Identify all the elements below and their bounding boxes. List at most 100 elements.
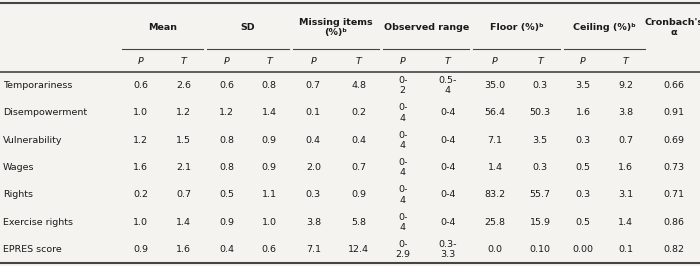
Text: P: P <box>138 57 144 66</box>
Text: 0-
2: 0- 2 <box>398 76 407 95</box>
Text: 0.3: 0.3 <box>575 136 591 145</box>
Text: EPRES score: EPRES score <box>3 245 62 254</box>
Text: 1.4: 1.4 <box>618 218 634 227</box>
Text: 0-
4: 0- 4 <box>398 185 407 205</box>
Text: 0.1: 0.1 <box>618 245 634 254</box>
Text: 2.6: 2.6 <box>176 81 191 90</box>
Text: 0.3: 0.3 <box>533 81 548 90</box>
Text: Missing items
(%)ᵇ: Missing items (%)ᵇ <box>299 18 373 37</box>
Text: 1.6: 1.6 <box>618 163 634 172</box>
Text: 0-
4: 0- 4 <box>398 103 407 123</box>
Text: 0.82: 0.82 <box>663 245 684 254</box>
Text: P: P <box>492 57 498 66</box>
Text: 3.5: 3.5 <box>575 81 591 90</box>
Text: 1.4: 1.4 <box>262 108 276 117</box>
Text: 0-
4: 0- 4 <box>398 131 407 150</box>
Text: 0.2: 0.2 <box>351 108 366 117</box>
Text: 56.4: 56.4 <box>484 108 505 117</box>
Text: 0.4: 0.4 <box>306 136 321 145</box>
Text: 0.5: 0.5 <box>575 218 591 227</box>
Text: 0.7: 0.7 <box>351 163 366 172</box>
Text: 0.9: 0.9 <box>262 136 276 145</box>
Text: 0-4: 0-4 <box>440 218 455 227</box>
Text: 55.7: 55.7 <box>530 190 551 200</box>
Text: 3.1: 3.1 <box>618 190 634 200</box>
Text: Vulnerability: Vulnerability <box>3 136 62 145</box>
Text: 0-4: 0-4 <box>440 136 455 145</box>
Text: 1.4: 1.4 <box>487 163 503 172</box>
Text: 0.9: 0.9 <box>262 163 276 172</box>
Text: 35.0: 35.0 <box>484 81 505 90</box>
Text: 0.4: 0.4 <box>219 245 234 254</box>
Text: Rights: Rights <box>3 190 33 200</box>
Text: 0.66: 0.66 <box>663 81 684 90</box>
Text: 0.6: 0.6 <box>262 245 276 254</box>
Text: 4.8: 4.8 <box>351 81 366 90</box>
Text: 0.69: 0.69 <box>663 136 684 145</box>
Text: 1.0: 1.0 <box>133 108 148 117</box>
Text: 0.9: 0.9 <box>133 245 148 254</box>
Text: Observed range: Observed range <box>384 23 469 32</box>
Text: 3.5: 3.5 <box>533 136 548 145</box>
Text: P: P <box>223 57 230 66</box>
Text: 3.8: 3.8 <box>306 218 321 227</box>
Text: 0.1: 0.1 <box>306 108 321 117</box>
Text: 0.2: 0.2 <box>133 190 148 200</box>
Text: 0.0: 0.0 <box>487 245 503 254</box>
Text: 0.3: 0.3 <box>533 163 548 172</box>
Text: 0.8: 0.8 <box>219 163 234 172</box>
Text: 1.2: 1.2 <box>133 136 148 145</box>
Text: 1.6: 1.6 <box>176 245 191 254</box>
Text: 0.6: 0.6 <box>219 81 234 90</box>
Text: T: T <box>267 57 272 66</box>
Text: 12.4: 12.4 <box>348 245 369 254</box>
Text: T: T <box>356 57 361 66</box>
Text: T: T <box>538 57 543 66</box>
Text: P: P <box>400 57 405 66</box>
Text: 0-
4: 0- 4 <box>398 158 407 177</box>
Text: 0.9: 0.9 <box>351 190 366 200</box>
Text: 0.9: 0.9 <box>219 218 234 227</box>
Text: 1.5: 1.5 <box>176 136 191 145</box>
Text: T: T <box>444 57 451 66</box>
Text: 0-4: 0-4 <box>440 190 455 200</box>
Text: 1.0: 1.0 <box>262 218 276 227</box>
Text: 0.00: 0.00 <box>573 245 594 254</box>
Text: 0.3-
3.3: 0.3- 3.3 <box>438 240 457 259</box>
Text: 0.7: 0.7 <box>176 190 191 200</box>
Text: Mean: Mean <box>148 23 176 32</box>
Text: 0-4: 0-4 <box>440 108 455 117</box>
Text: Disempowerment: Disempowerment <box>3 108 87 117</box>
Text: 0.8: 0.8 <box>219 136 234 145</box>
Text: 5.8: 5.8 <box>351 218 366 227</box>
Text: 0.3: 0.3 <box>575 190 591 200</box>
Text: 1.1: 1.1 <box>262 190 276 200</box>
Text: 0.73: 0.73 <box>663 163 684 172</box>
Text: 0-
4: 0- 4 <box>398 213 407 232</box>
Text: 1.6: 1.6 <box>133 163 148 172</box>
Text: 1.6: 1.6 <box>575 108 591 117</box>
Text: 0-4: 0-4 <box>440 163 455 172</box>
Text: Wages: Wages <box>3 163 34 172</box>
Text: 0.4: 0.4 <box>351 136 366 145</box>
Text: 0.7: 0.7 <box>618 136 634 145</box>
Text: 0.5: 0.5 <box>575 163 591 172</box>
Text: 0.5-
4: 0.5- 4 <box>438 76 457 95</box>
Text: 50.3: 50.3 <box>530 108 551 117</box>
Text: T: T <box>623 57 629 66</box>
Text: 0.10: 0.10 <box>530 245 551 254</box>
Text: 0.3: 0.3 <box>306 190 321 200</box>
Text: T: T <box>181 57 186 66</box>
Text: 1.4: 1.4 <box>176 218 191 227</box>
Text: 9.2: 9.2 <box>618 81 634 90</box>
Text: 3.8: 3.8 <box>618 108 634 117</box>
Text: 0.6: 0.6 <box>133 81 148 90</box>
Text: SD: SD <box>241 23 256 32</box>
Text: 83.2: 83.2 <box>484 190 505 200</box>
Text: 2.1: 2.1 <box>176 163 191 172</box>
Text: Ceiling (%)ᵇ: Ceiling (%)ᵇ <box>573 23 636 32</box>
Text: Floor (%)ᵇ: Floor (%)ᵇ <box>489 23 543 32</box>
Text: 0.91: 0.91 <box>663 108 684 117</box>
Text: 0-
2.9: 0- 2.9 <box>395 240 410 259</box>
Text: Cronbach's
α: Cronbach's α <box>644 18 700 37</box>
